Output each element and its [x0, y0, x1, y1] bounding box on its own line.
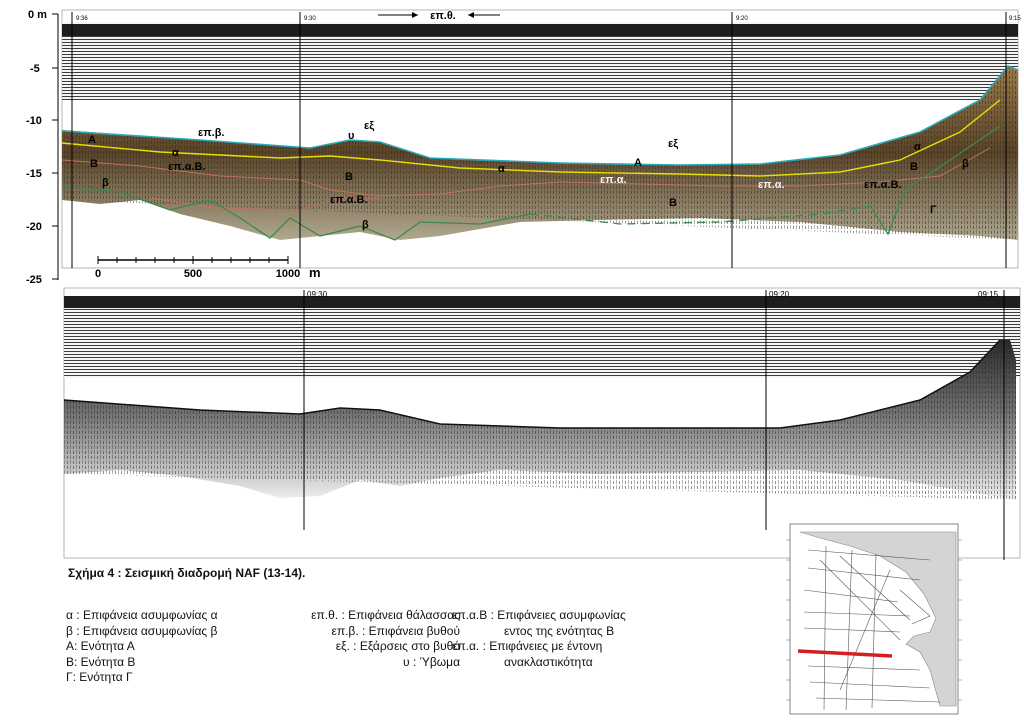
label-alpha-center: α: [498, 163, 505, 175]
sea-floor-line: [61, 65, 1019, 166]
time-mark-936: 9:36: [76, 16, 88, 22]
scale-tick-0: 0: [95, 268, 101, 280]
legend-column-2: επ.θ. : Επιφάνεια θάλασσας επ.β. : Επιφά…: [264, 608, 460, 670]
legend-column-1: α : Επιφάνεια ασυμφωνίας α β : Επιφάνεια…: [66, 608, 218, 686]
label-sea-floor: επ.β.: [198, 127, 224, 139]
label-epaB-center: επ.α.Β.: [330, 194, 368, 206]
label-unit-A-left: Α: [88, 134, 96, 146]
profile-annotations: Α α Β β επ.β. επ.α.Β. υ εξ Β επ.α.Β. β α…: [88, 120, 969, 231]
scale-tick-1000: 1000: [276, 268, 300, 280]
depth-label-20: -20: [26, 221, 42, 233]
inset-survey-lines: [803, 545, 941, 711]
label-epaB-right: επ.α.Β.: [864, 179, 902, 191]
bottom-time-mark-0920: 09:20: [769, 290, 790, 299]
depth-label-10: -10: [26, 115, 42, 127]
label-beta-right: β: [962, 158, 969, 170]
legend-item-unit-B: Β: Ενότητα Β: [66, 654, 136, 669]
label-beta-center: β: [362, 219, 369, 231]
label-upsilon: υ: [348, 130, 354, 142]
label-unit-A-center: Α: [634, 157, 642, 169]
bottom-surface-band: [64, 296, 1020, 308]
location-inset-map: [786, 523, 962, 715]
beta-surface-line: [61, 185, 531, 241]
legend-item-sea-floor: επ.β. : Επιφάνεια βυθού: [331, 623, 460, 638]
bottom-sediment-texture: [64, 340, 1016, 500]
alpha-surface-line: [61, 99, 1001, 177]
label-alpha-right: α: [914, 141, 921, 153]
legend-item-epaB-cont: εντος της ενότητας Β: [504, 623, 615, 638]
legend-item-epa-cont: ανακλαστικότητα: [504, 654, 593, 669]
label-unit-G: Γ: [930, 204, 937, 216]
label-unit-B-right: Β: [910, 161, 918, 173]
legend-item-exarsi: εξ. : Εξάρσεις στο βυθό: [335, 639, 460, 653]
legend-item-unit-A: Α: Ενότητα Α: [66, 639, 135, 653]
label-unit-B-left: Β: [90, 158, 98, 170]
time-mark-915: 9:15: [1009, 16, 1021, 22]
depth-label-5: -5: [30, 63, 40, 75]
legend-item-alpha: α : Επιφάνεια ασυμφωνίας α: [66, 608, 218, 622]
scale-unit: m: [309, 265, 321, 280]
inset-land: [799, 531, 957, 707]
scale-tick-500: 500: [184, 268, 202, 280]
inset-track-NAF-13-14: [797, 649, 893, 658]
label-epa-right: επ.α.: [758, 179, 785, 191]
legend-item-epaB: επ.α.Β : Επιφάνειες ασυμφωνίας: [452, 608, 626, 622]
depth-label-25: -25: [26, 274, 42, 286]
sea-surface-arrow: [378, 12, 500, 18]
inset-frame-ticks: [786, 539, 962, 701]
top-sediment-texture: [62, 66, 1018, 240]
scale-bar: [97, 256, 289, 264]
legend-item-epa: επ.α. : Επιφάνειες με έντονη: [452, 639, 603, 653]
figure-caption: Σχήμα 4 : Σεισμική διαδρομή NAF (13-14).: [68, 566, 306, 580]
label-exarsi-2: εξ: [668, 138, 678, 150]
legend-item-beta: β : Επιφάνεια ασυμφωνίας β: [66, 623, 218, 638]
top-surface-band: [62, 24, 1018, 36]
label-epaB-left: επ.α.Β.: [168, 161, 206, 173]
legend-column-3: επ.α.Β : Επιφάνειες ασυμφωνίας εντος της…: [452, 608, 626, 670]
seismic-profiles: 0 m -5 -10 -15 -20 -25: [26, 9, 1021, 560]
depth-label-0: 0 m: [28, 9, 47, 21]
top-profile: 0 m -5 -10 -15 -20 -25: [26, 9, 1021, 286]
legend-item-upsilon: υ : Ύβωμα: [403, 654, 460, 669]
label-epa-center: επ.α.: [600, 174, 627, 186]
bottom-water-banding: [64, 296, 1020, 378]
label-unit-B-right-lower: Β: [669, 197, 677, 209]
sea-surface-label: επ.θ.: [430, 10, 456, 22]
bottom-time-mark-0930: 09:30: [307, 290, 328, 299]
bottom-sea-floor-line: [63, 339, 1001, 429]
label-beta-left: β: [102, 177, 109, 189]
time-mark-930: 9:30: [304, 16, 316, 22]
label-alpha-left: α: [172, 147, 179, 159]
bottom-profile: 09:30 09:20 09:15: [63, 287, 1021, 560]
legend-item-sea-surface: επ.θ. : Επιφάνεια θάλασσας: [311, 608, 460, 622]
beta-surface-right: [869, 125, 1001, 236]
time-mark-920: 9:20: [736, 16, 748, 22]
beta-surface-dashed: [529, 205, 871, 225]
depth-ticks: [52, 13, 58, 280]
bottom-time-mark-0915: 09:15: [978, 290, 999, 299]
label-exarsi-1: εξ: [364, 120, 374, 132]
depth-label-15: -15: [26, 168, 42, 180]
label-unit-B-center: Β: [345, 171, 353, 183]
legend-item-unit-G: Γ: Ενότητα Γ: [66, 670, 133, 684]
epaB-surface-line: [61, 147, 991, 197]
